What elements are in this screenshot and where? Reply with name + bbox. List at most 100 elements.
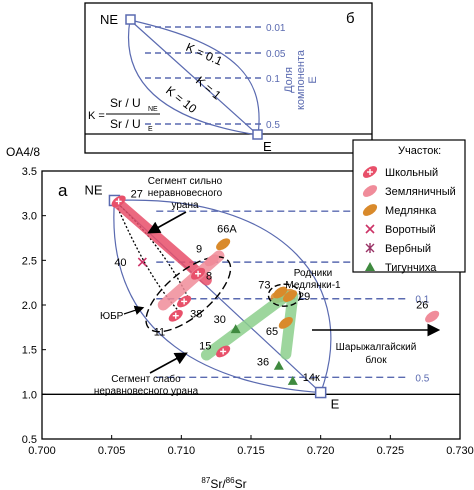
point-label: 11 (154, 327, 165, 339)
mixing-curve-upper (114, 199, 332, 393)
fraction-label: 0.5 (415, 373, 429, 384)
segment-band (200, 290, 292, 361)
svg-text:Родники: Родники (294, 268, 332, 279)
data-point (111, 195, 126, 208)
legend-marker (362, 204, 378, 216)
legend-marker (365, 243, 375, 253)
point-label: 73 (258, 279, 270, 291)
y-tick-label: 3.0 (22, 211, 37, 223)
endmember-e (314, 386, 327, 399)
data-point (216, 238, 231, 251)
segment-outline (145, 256, 232, 333)
inset-curve-k10 (128, 19, 259, 136)
axis-ticks: 0.700 0.705 0.710 0.715 0.720 0.725 0.730 0.5 1.… (22, 166, 474, 457)
svg-text:Сегмент сильно: Сегмент сильно (148, 176, 223, 187)
inset-fraction-label: 0.5 (266, 120, 280, 131)
legend-entry: Земляничный (385, 186, 456, 198)
svg-text:Медлянки-1: Медлянки-1 (285, 280, 341, 291)
point-label: 15 (199, 340, 211, 352)
svg-text:K =: K = (88, 110, 105, 122)
y-tick-label: 0.5 (22, 434, 37, 446)
y-tick-label: 3.5 (22, 166, 37, 178)
mixing-curve-lower (113, 200, 321, 394)
inset-formula: K = Sr / U NE Sr / U E (88, 96, 160, 133)
inset-curve-k1 (129, 19, 259, 136)
data-point (287, 375, 298, 385)
y-tick-label: 2.0 (22, 300, 37, 312)
legend: Участок: Школьный Земляничный Медлянка Воро… (352, 139, 466, 274)
point-label: 65 (266, 326, 278, 338)
legend-entry: Тигунчиха (385, 262, 437, 274)
svg-text:Sr / U: Sr / U (110, 117, 141, 131)
x-tick-label: 0.720 (307, 445, 335, 457)
arrow-weak-segment (149, 352, 188, 374)
point-label: 38 (190, 308, 202, 320)
svg-text:Сегмент слабо: Сегмент слабо (111, 373, 181, 385)
data-point (273, 286, 288, 299)
annotation-ubr: ЮБР (100, 311, 124, 322)
point-label: 36 (257, 357, 269, 369)
legend-entry: Медлянка (385, 205, 437, 217)
endmember-e-label: E (331, 397, 340, 412)
x-tick-label: 0.700 (28, 445, 56, 457)
x-tick-label: 0.710 (168, 445, 196, 457)
plot-area: 0.010.050.10.5NEE274011388966А3015732965… (42, 182, 460, 412)
main-panel: 0.010.050.10.5NEE274011388966А3015732965… (6, 139, 474, 490)
inset-fraction-label: 0.05 (266, 49, 286, 60)
inset-endmember-e (252, 129, 263, 140)
svg-text:Е: Е (307, 76, 319, 83)
legend-entry: Воротный (385, 224, 436, 236)
rodniki-outline (267, 283, 302, 307)
legend-entry: Школьный (385, 167, 438, 179)
svg-text:Шарыжалгайский: Шарыжалгайский (336, 342, 417, 353)
x-axis-label: 87Sr/86Sr (201, 476, 246, 490)
y-tick-label: 1.0 (22, 389, 37, 401)
inset-panel-label: б (346, 10, 355, 27)
svg-text:компонента: компонента (295, 49, 307, 110)
data-point (204, 254, 220, 267)
data-point (273, 360, 284, 370)
point-label: 9 (196, 243, 202, 255)
x-tick-label: 0.705 (98, 445, 126, 457)
svg-text:E: E (148, 126, 153, 133)
data-point (137, 257, 147, 267)
point-label: 27 (131, 188, 143, 200)
svg-text:NE: NE (148, 106, 158, 113)
svg-text:урана: урана (171, 200, 199, 211)
inset-e-label: E (263, 139, 272, 154)
data-point (425, 310, 440, 323)
data-point (216, 345, 231, 358)
legend-marker (365, 262, 375, 271)
point-label: 40 (114, 257, 126, 269)
inset-ne-label: NE (100, 12, 118, 27)
inset-fraction-label: 0.1 (266, 74, 280, 85)
inset-curve-k01 (129, 19, 260, 136)
annotation-shary-block: Шарыжалгайский блок (336, 342, 417, 366)
dotted-curve (113, 200, 182, 315)
arrow-ubr (123, 305, 145, 315)
annotation-rodniki: Родники Медлянки-1 (285, 268, 341, 291)
svg-text:Sr / U: Sr / U (110, 96, 141, 110)
point-label: 26 (416, 300, 428, 312)
data-point (191, 267, 206, 280)
inset-panel: б 0.01 0.05 0.1 0.5 NE E K = 0.1 K = 1 K… (84, 2, 373, 154)
data-point (278, 316, 293, 329)
inset-endmember-ne (125, 14, 136, 25)
point-label: 29 (298, 291, 310, 303)
legend-entry: Вербный (385, 243, 431, 255)
svg-text:Доля: Доля (283, 67, 295, 93)
y-tick-label: 2.5 (22, 255, 37, 267)
point-label: 14к (303, 372, 320, 384)
legend-marker (362, 166, 378, 178)
svg-text:неравновесного урана: неравновесного урана (94, 386, 199, 397)
annotation-strong-segment: Сегмент сильно неравновесного урана (148, 176, 223, 211)
endmember-ne-label: NE (84, 182, 102, 197)
svg-text:блок: блок (365, 354, 387, 366)
y-tick-label: 1.5 (22, 345, 37, 357)
svg-text:неравновесного: неравновесного (148, 188, 223, 199)
legend-marker (362, 185, 378, 197)
y-axis-label: OA4/8 (6, 145, 40, 159)
inset-side-label: Доля компонента Е (283, 49, 319, 110)
x-tick-label: 0.725 (377, 445, 405, 457)
